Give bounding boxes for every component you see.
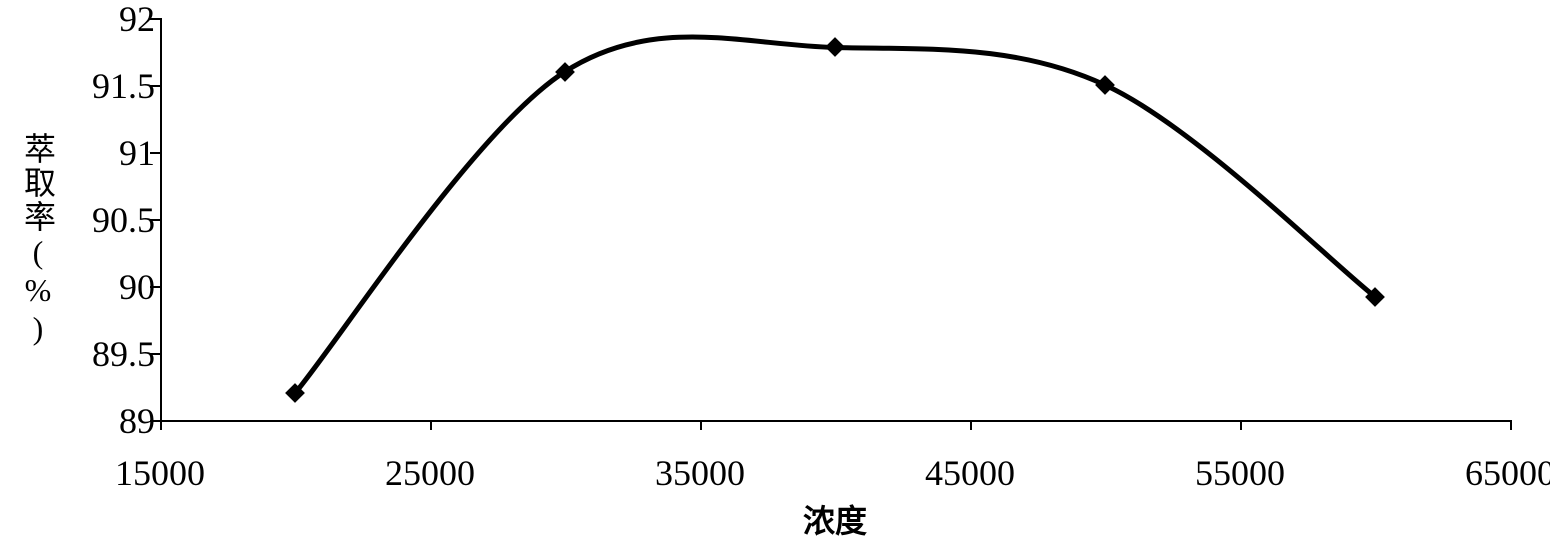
y-tick-label: 89	[55, 400, 155, 442]
y-tick-label: 89.5	[55, 333, 155, 375]
x-tick-label: 55000	[1180, 452, 1300, 494]
y-tick-label: 91.5	[55, 65, 155, 107]
x-tick-label: 35000	[640, 452, 760, 494]
y-tick-mark	[150, 353, 160, 355]
chart-container: 萃取率(%) 8989.59090.59191.592 150002500035…	[0, 0, 1550, 552]
x-tick-mark	[160, 420, 162, 430]
x-axis-line	[160, 420, 1510, 422]
x-tick-mark	[430, 420, 432, 430]
series-line	[295, 37, 1375, 393]
data-line	[160, 18, 1510, 420]
y-tick-label: 90	[55, 266, 155, 308]
plot-area	[160, 18, 1510, 420]
x-tick-mark	[1510, 420, 1512, 430]
x-tick-label: 45000	[910, 452, 1030, 494]
y-tick-mark	[150, 420, 160, 422]
y-tick-label: 92	[55, 0, 155, 40]
y-tick-mark	[150, 85, 160, 87]
x-axis-label: 浓度	[803, 496, 867, 542]
x-tick-mark	[970, 420, 972, 430]
y-tick-mark	[150, 18, 160, 20]
y-tick-mark	[150, 152, 160, 154]
y-tick-mark	[150, 219, 160, 221]
y-tick-mark	[150, 286, 160, 288]
y-tick-label: 90.5	[55, 199, 155, 241]
x-tick-mark	[700, 420, 702, 430]
x-tick-label: 65000	[1450, 452, 1550, 494]
x-tick-label: 15000	[100, 452, 220, 494]
x-tick-mark	[1240, 420, 1242, 430]
y-tick-label: 91	[55, 132, 155, 174]
x-tick-label: 25000	[370, 452, 490, 494]
